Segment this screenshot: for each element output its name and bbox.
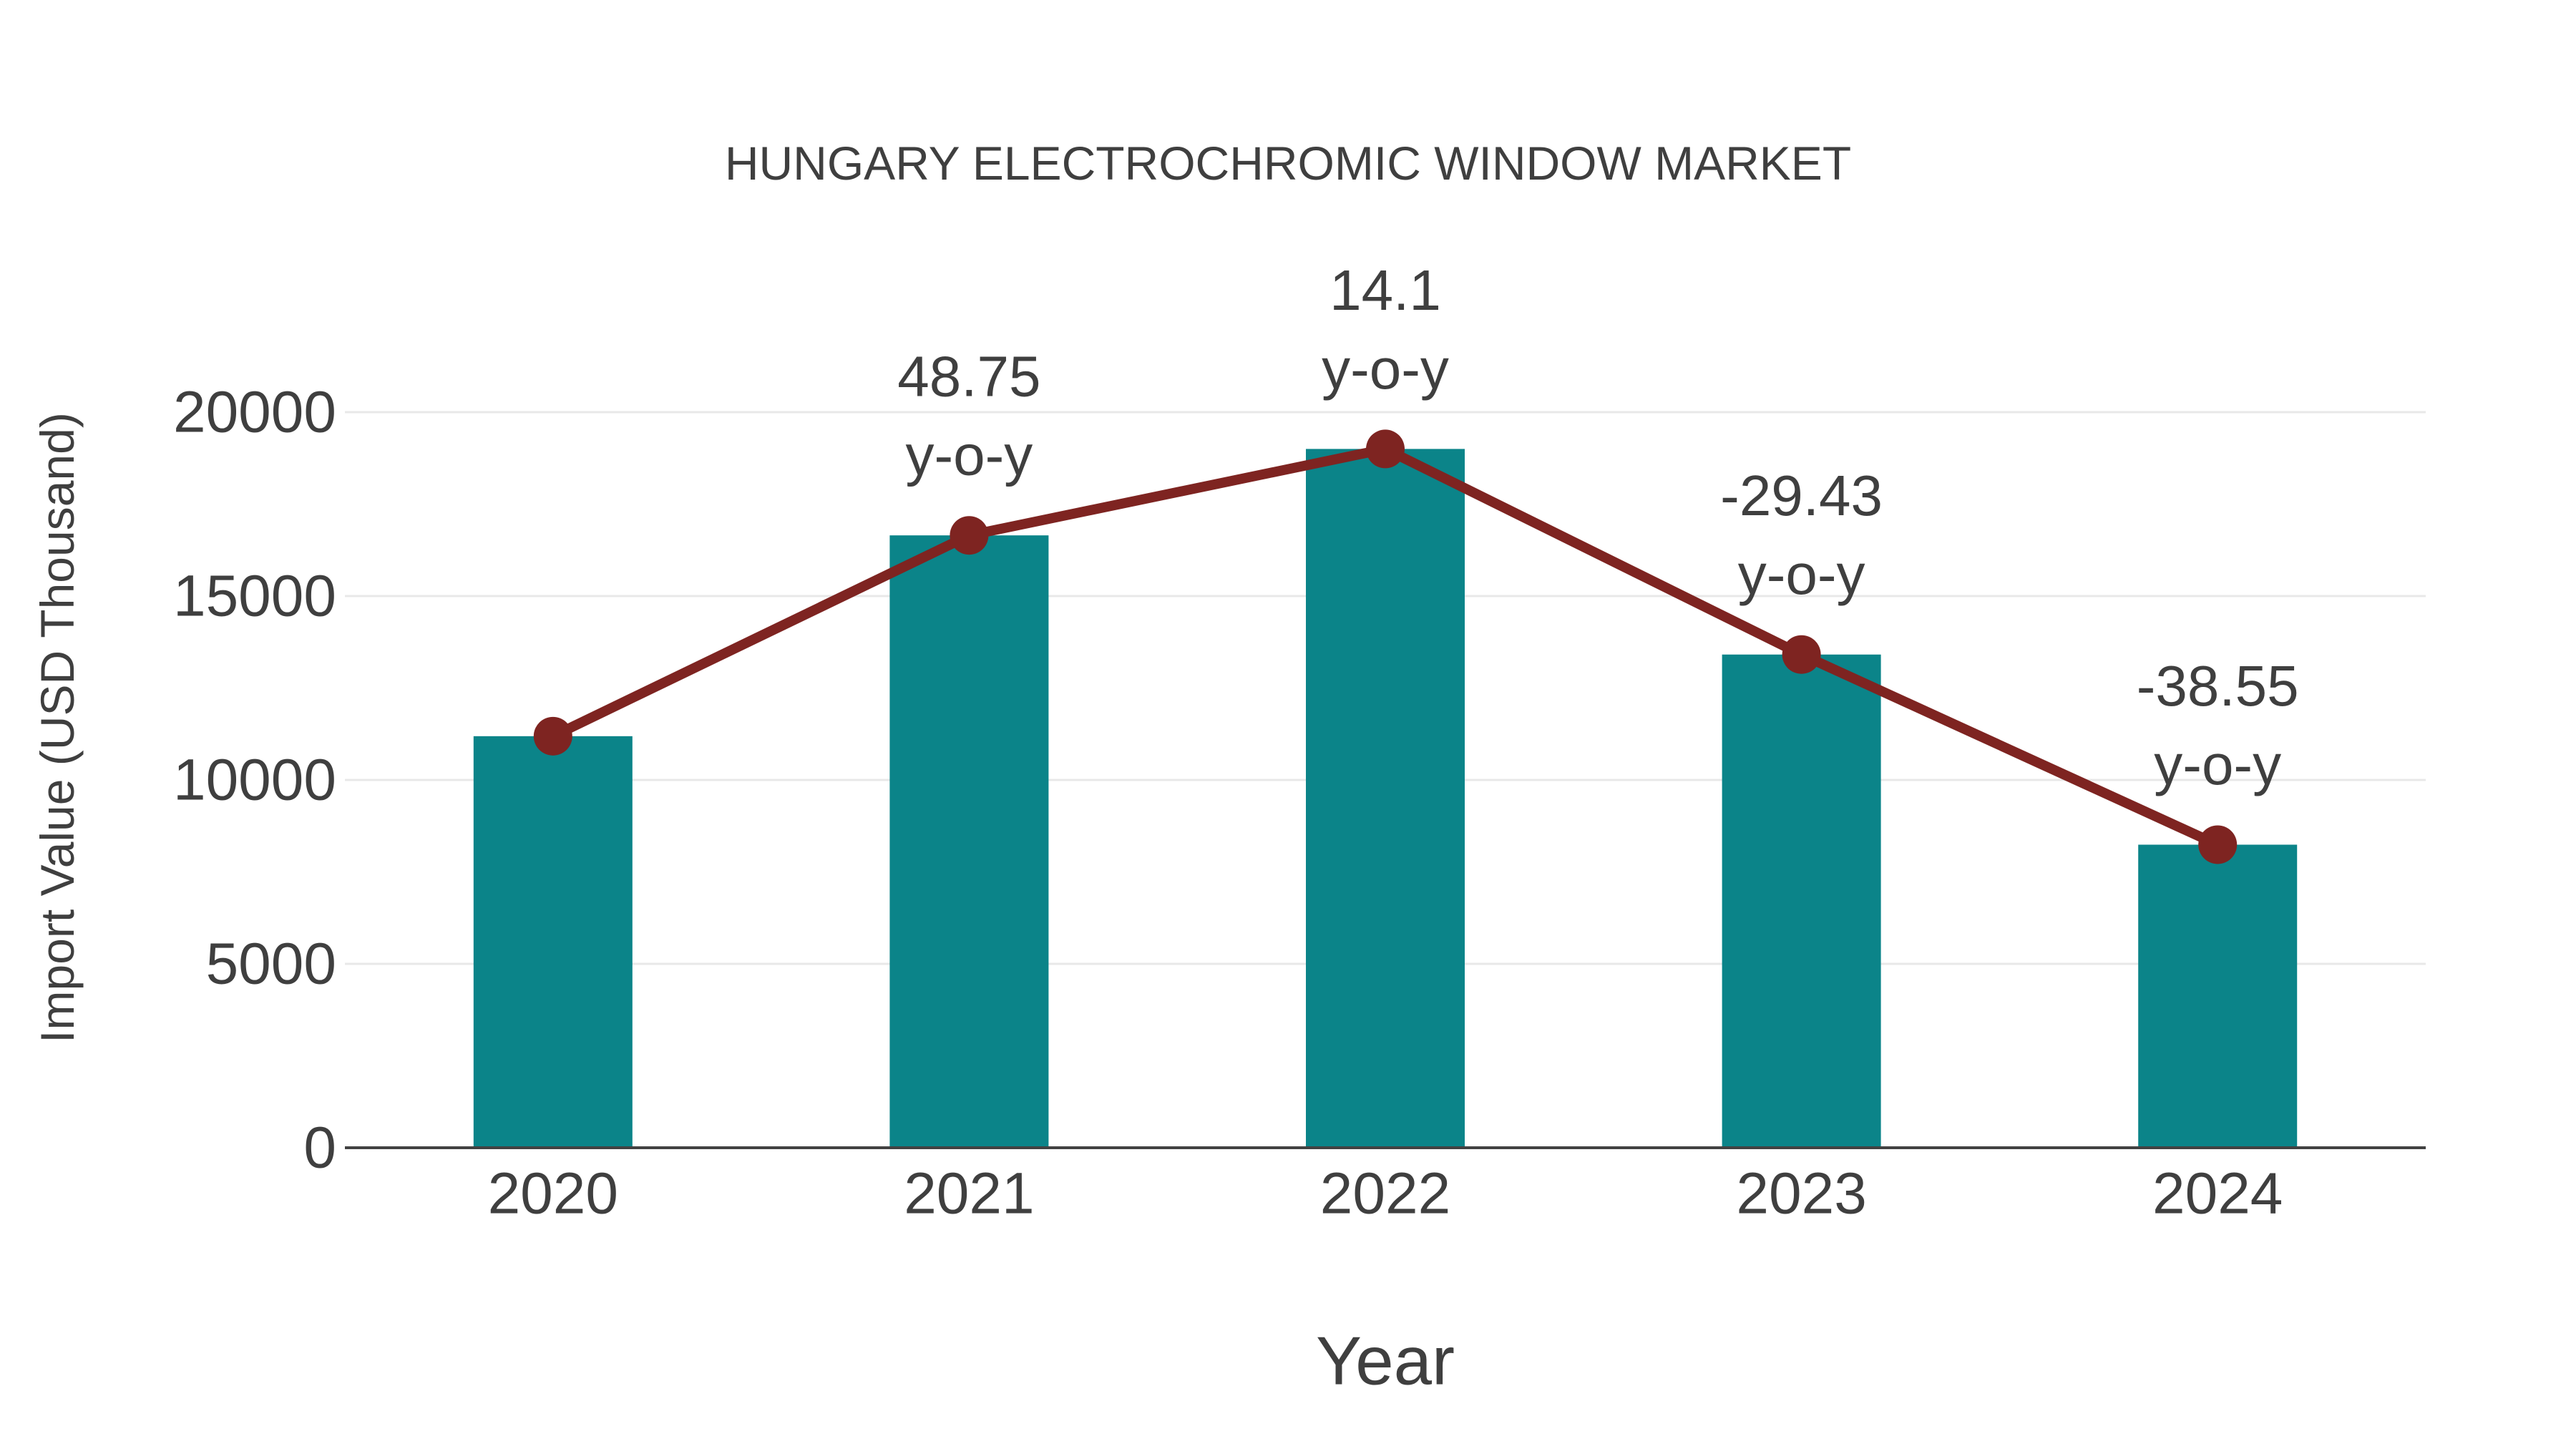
y-tick-label-10000: 10000 — [173, 748, 336, 813]
y-tick-label-5000: 5000 — [206, 932, 336, 997]
bar-2021 — [889, 535, 1049, 1148]
tick-labels-group: 0 5000 10000 15000 20000 2020 2021 2022 2023 2024 — [173, 380, 2283, 1226]
chart-title: HUNGARY ELECTROCHROMIC WINDOW MARKET — [725, 137, 1851, 190]
x-tick-label-2022: 2022 — [1320, 1161, 1450, 1226]
x-tick-label-2020: 2020 — [488, 1161, 618, 1226]
bar-2024 — [2138, 844, 2298, 1148]
line-marker-2023 — [1782, 635, 1821, 674]
line-marker-2021 — [950, 516, 989, 555]
annotation-2023-value: -29.43 — [1720, 464, 1883, 527]
annotation-2021-yoy: y-o-y — [906, 424, 1033, 487]
y-tick-label-20000: 20000 — [173, 380, 336, 445]
bar-2020 — [473, 736, 633, 1148]
annotation-2022-value: 14.1 — [1330, 258, 1441, 322]
bar-2022 — [1306, 449, 1465, 1148]
line-marker-2022 — [1366, 429, 1405, 469]
x-tick-label-2023: 2023 — [1736, 1161, 1866, 1226]
trend-line-group — [533, 429, 2238, 864]
line-marker-2020 — [533, 716, 572, 756]
x-tick-label-2021: 2021 — [904, 1161, 1034, 1226]
bar-2023 — [1722, 654, 1881, 1148]
x-tick-label-2024: 2024 — [2152, 1161, 2283, 1226]
y-tick-label-0: 0 — [303, 1116, 336, 1181]
line-marker-2024 — [2198, 825, 2238, 864]
bars-group — [473, 449, 2298, 1148]
y-axis-title: Import Value (USD Thousand) — [31, 412, 84, 1043]
annotation-2024-value: -38.55 — [2137, 654, 2299, 718]
annotation-2024-yoy: y-o-y — [2154, 733, 2281, 796]
x-axis-title: Year — [1316, 1323, 1455, 1400]
annotations-group: 48.75 y-o-y 14.1 y-o-y -29.43 y-o-y -38.55 y-o-… — [897, 258, 2298, 796]
annotation-2023-yoy: y-o-y — [1738, 542, 1865, 606]
y-tick-label-15000: 15000 — [173, 564, 336, 629]
annotation-2022-yoy: y-o-y — [1322, 337, 1449, 401]
annotation-2021-value: 48.75 — [897, 345, 1040, 409]
